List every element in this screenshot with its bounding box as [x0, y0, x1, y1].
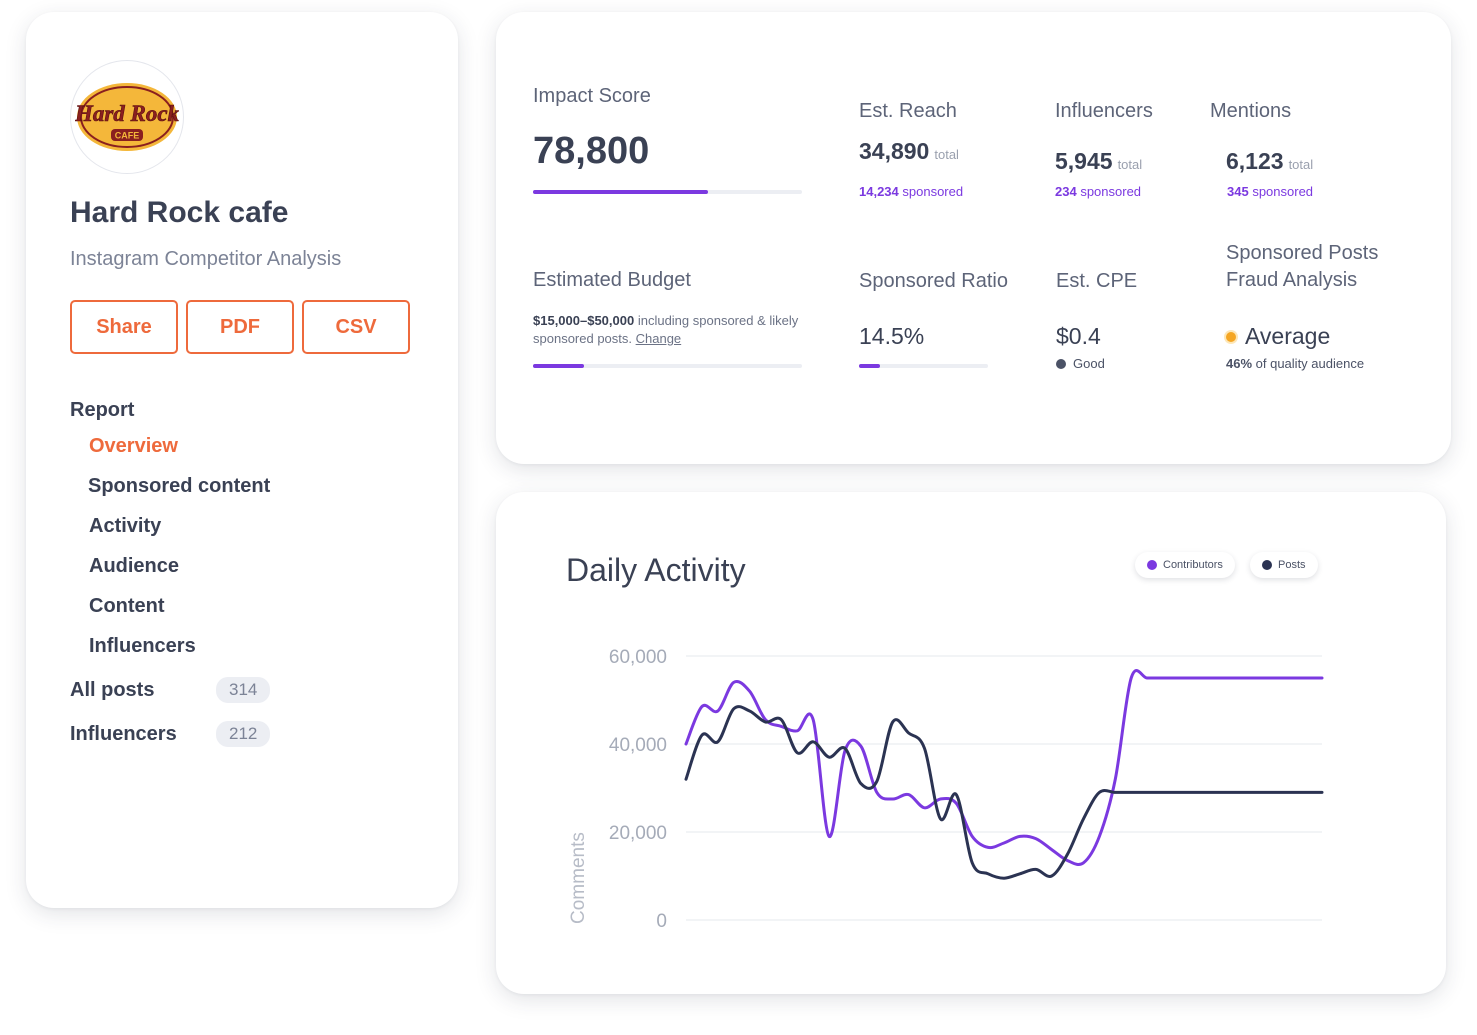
cpe-rating-text: Good	[1073, 356, 1105, 371]
influencers-sponsored-word: sponsored	[1080, 184, 1142, 199]
stats-panel: Impact Score 78,800 Est. Reach 34,890 tot…	[496, 12, 1451, 464]
posts-legend-swatch	[1262, 560, 1272, 570]
legend-posts[interactable]: Posts	[1250, 552, 1318, 578]
sponsored-ratio-label: Sponsored Ratio	[859, 270, 1008, 292]
fraud-quality-pct: 46%	[1226, 356, 1253, 371]
budget-label: Estimated Budget	[533, 269, 691, 291]
export-actions: Share PDF CSV	[70, 300, 410, 354]
impact-score-label: Impact Score	[533, 85, 651, 107]
budget-change-link[interactable]: Change	[635, 331, 682, 346]
fraud-quality-desc: of quality audience	[1252, 356, 1365, 371]
legend-posts-label: Posts	[1278, 559, 1306, 571]
mentions-total-label: total	[1288, 157, 1314, 172]
sponsored-ratio-bar	[859, 364, 988, 368]
mentions-value-row: 6,123 total	[1226, 148, 1313, 175]
impact-score-bar	[533, 190, 802, 194]
brand-avatar: Hard Rock CAFE	[70, 60, 184, 174]
nav-item-content[interactable]: Content	[89, 595, 165, 617]
logo-wordmark: Hard Rock	[75, 101, 179, 126]
budget-bar-fill	[533, 364, 585, 368]
nav-item-activity[interactable]: Activity	[89, 515, 162, 537]
influencers-value: 5,945	[1055, 148, 1113, 174]
y-tick-label: 20,000	[609, 823, 667, 844]
nav-influencers-label: Influencers	[70, 722, 177, 745]
brand-subtitle: Instagram Competitor Analysis	[70, 248, 342, 270]
reach-sponsored: 14,234 sponsored	[859, 184, 963, 199]
impact-score-value: 78,800	[533, 130, 650, 172]
daily-activity-chart: 0 20,000 40,000 60,000 Comments	[568, 647, 1324, 932]
fraud-rating-value: Average	[1245, 323, 1331, 349]
reach-sponsored-word: sponsored	[902, 184, 964, 199]
nav-item-overview[interactable]: Overview	[89, 435, 178, 457]
csv-button[interactable]: CSV	[302, 300, 410, 354]
reach-sponsored-count: 14,234	[859, 184, 899, 199]
chart-title: Daily Activity	[566, 552, 746, 588]
cpe-rating: Good	[1056, 356, 1105, 371]
nav-all-posts[interactable]: All posts 314	[70, 677, 271, 703]
fraud-rating-row: Average	[1226, 323, 1330, 350]
influencers-count-badge: 212	[216, 721, 271, 747]
good-status-icon	[1056, 358, 1066, 369]
influencers-value-row: 5,945 total	[1055, 148, 1142, 175]
influencers-total-label: total	[1117, 157, 1143, 172]
nav-all-posts-label: All posts	[70, 678, 155, 701]
fraud-quality-note: 46% of quality audience	[1226, 356, 1364, 371]
nav-item-audience[interactable]: Audience	[89, 555, 180, 577]
pdf-button[interactable]: PDF	[186, 300, 294, 354]
mentions-value: 6,123	[1226, 148, 1284, 174]
fraud-analysis-label: Sponsored Posts Fraud Analysis	[1226, 240, 1378, 294]
reach-value: 34,890	[859, 138, 930, 164]
impact-score-bar-fill	[533, 190, 708, 194]
mentions-sponsored-word: sponsored	[1252, 184, 1314, 199]
influencers-sponsored: 234 sponsored	[1055, 184, 1141, 199]
y-tick-label: 60,000	[609, 647, 667, 668]
nav-report-heading[interactable]: Report	[70, 399, 135, 421]
nav-item-sponsored-content[interactable]: Sponsored content	[88, 475, 271, 497]
budget-range: $15,000–$50,000	[533, 313, 635, 328]
y-axis-label: Comments	[568, 832, 589, 924]
sidebar-panel: Hard Rock CAFE Hard Rock cafe Instagram …	[26, 12, 458, 908]
hard-rock-logo: Hard Rock CAFE	[75, 83, 179, 151]
nav-item-influencers-report[interactable]: Influencers	[89, 635, 196, 657]
reach-label: Est. Reach	[859, 100, 957, 122]
fraud-analysis-label-line1: Sponsored Posts	[1226, 242, 1379, 264]
budget-description: $15,000–$50,000 including sponsored & li…	[533, 312, 801, 348]
legend-contributors-label: Contributors	[1163, 559, 1223, 571]
brand-name: Hard Rock cafe	[70, 196, 289, 229]
series-line-contributors[interactable]	[684, 669, 1324, 866]
average-status-icon	[1226, 331, 1236, 342]
mentions-sponsored: 345 sponsored	[1227, 184, 1313, 199]
cpe-label: Est. CPE	[1056, 270, 1138, 292]
influencers-label: Influencers	[1055, 100, 1153, 122]
legend-contributors[interactable]: Contributors	[1135, 552, 1235, 578]
series-line-posts[interactable]	[684, 705, 1324, 880]
budget-bar	[533, 364, 802, 368]
sponsored-ratio-bar-fill	[859, 364, 880, 368]
reach-total-label: total	[934, 147, 959, 162]
influencers-sponsored-count: 234	[1055, 184, 1077, 199]
mentions-sponsored-count: 345	[1227, 184, 1249, 199]
nav-influencers[interactable]: Influencers 212	[70, 721, 271, 747]
y-tick-label: 0	[656, 911, 667, 932]
reach-value-row: 34,890 total	[859, 138, 959, 165]
share-button[interactable]: Share	[70, 300, 178, 354]
logo-sub: CAFE	[115, 131, 140, 141]
cpe-value: $0.4	[1056, 323, 1101, 349]
contributors-legend-swatch	[1147, 560, 1157, 570]
fraud-analysis-label-line2: Fraud Analysis	[1226, 269, 1358, 291]
daily-activity-panel: Daily Activity Contributors Posts 0 20,00…	[496, 492, 1446, 994]
y-tick-label: 40,000	[609, 735, 667, 756]
all-posts-count-badge: 314	[216, 677, 271, 703]
budget-note: including sponsored & likely sponsored p…	[533, 313, 799, 346]
sponsored-ratio-value: 14.5%	[859, 323, 925, 349]
mentions-label: Mentions	[1210, 100, 1292, 122]
